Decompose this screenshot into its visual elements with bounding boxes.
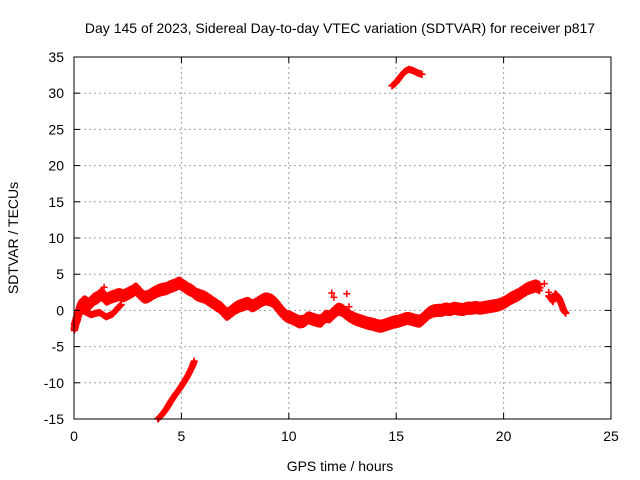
y-tick-label: 15 <box>48 194 64 210</box>
series-low-segment <box>154 357 198 423</box>
y-tick-label: 25 <box>48 121 64 137</box>
y-tick-label: 30 <box>48 85 64 101</box>
data-point <box>328 289 336 297</box>
y-tick-label: 0 <box>56 302 64 318</box>
x-tick-label: 20 <box>496 428 512 444</box>
data-point <box>562 309 570 317</box>
y-tick-label: 5 <box>56 266 64 282</box>
x-tick-label: 0 <box>70 428 78 444</box>
x-tick-label: 25 <box>603 428 619 444</box>
x-tick-labels: 0 5 10 15 20 25 <box>70 428 619 444</box>
series-outliers <box>100 280 553 311</box>
data-point <box>100 283 108 291</box>
chart-title: Day 145 of 2023, Sidereal Day-to-day VTE… <box>85 20 595 36</box>
x-tick-label: 10 <box>281 428 297 444</box>
data-point <box>418 70 426 78</box>
data-point <box>343 290 351 298</box>
y-tick-label: -10 <box>44 375 64 391</box>
series-high-segment <box>388 65 426 90</box>
x-axis-title: GPS time / hours <box>287 458 394 474</box>
data-point <box>545 288 553 296</box>
grid <box>74 57 611 419</box>
data-point <box>190 357 198 365</box>
data-point <box>540 280 548 288</box>
y-tick-label: 20 <box>48 158 64 174</box>
series-late-segment <box>545 290 570 317</box>
data-point <box>117 301 125 309</box>
y-axis-title: SDTVAR / TECUs <box>5 182 21 294</box>
series-secondary-branch <box>72 301 125 322</box>
data-point <box>536 284 544 292</box>
x-tick-label: 5 <box>178 428 186 444</box>
x-tick-label: 15 <box>388 428 404 444</box>
y-tick-label: 35 <box>48 49 64 65</box>
y-tick-labels: -15 -10 -5 0 5 10 15 20 25 30 35 <box>44 49 64 427</box>
y-tick-label: 10 <box>48 230 64 246</box>
axis-ticks <box>73 56 612 420</box>
data-point <box>345 303 353 311</box>
y-tick-label: -15 <box>44 411 64 427</box>
data-point <box>330 293 338 301</box>
data-points <box>70 65 570 423</box>
series-main-trace <box>70 276 544 335</box>
y-tick-label: -5 <box>52 339 65 355</box>
